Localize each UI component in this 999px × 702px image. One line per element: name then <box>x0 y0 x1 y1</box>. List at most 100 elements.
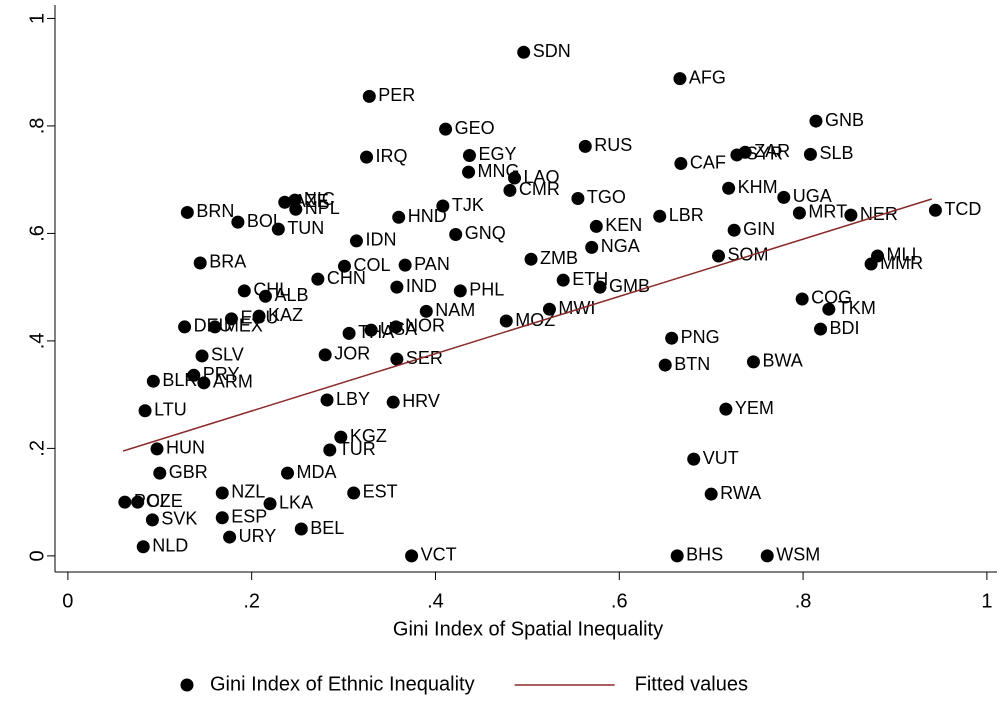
point-label: CZE <box>147 491 183 511</box>
point-label: ZAR <box>754 141 790 161</box>
point-label: GBR <box>169 462 208 482</box>
point-label: PAN <box>414 254 450 274</box>
point <box>215 511 229 525</box>
point <box>436 199 450 213</box>
legend-label: Gini Index of Ethnic Inequality <box>210 673 475 695</box>
point-label: HND <box>408 206 447 226</box>
point-label: NER <box>860 204 898 224</box>
point-label: BRN <box>196 201 234 221</box>
point <box>809 114 823 128</box>
point <box>195 349 209 363</box>
x-axis-title: Gini Index of Spatial Inequality <box>393 618 663 640</box>
point-label: JOR <box>334 344 370 364</box>
x-tick-label: 0 <box>62 590 73 612</box>
point <box>449 227 463 241</box>
point-label: GIN <box>743 219 775 239</box>
point <box>499 314 513 328</box>
point <box>503 183 517 197</box>
point <box>178 320 192 334</box>
point-label: LKA <box>279 492 313 512</box>
fitted-line <box>122 198 932 452</box>
point <box>439 122 453 136</box>
point-label: IRQ <box>376 146 408 166</box>
point <box>347 486 361 500</box>
point-label: BWA <box>762 351 802 371</box>
point <box>281 466 295 480</box>
point-label: TUN <box>287 218 324 238</box>
point-label: PER <box>378 85 415 105</box>
point-label: GNQ <box>465 223 506 243</box>
point-label: ESP <box>231 506 267 526</box>
point <box>334 430 348 444</box>
y-tick-label: .8 <box>26 118 48 135</box>
point <box>524 252 538 266</box>
point <box>215 486 229 500</box>
point <box>589 219 603 233</box>
point <box>658 358 672 372</box>
point <box>795 292 809 306</box>
y-tick-label: .6 <box>26 225 48 242</box>
point <box>653 209 667 223</box>
point-label: IND <box>406 276 437 296</box>
point-label: NGA <box>601 236 640 256</box>
point <box>508 171 522 185</box>
point <box>822 302 836 316</box>
point <box>585 240 599 254</box>
point-label: MLI <box>887 245 917 265</box>
point <box>271 222 285 236</box>
point-label: VCT <box>421 545 457 565</box>
point <box>263 497 277 511</box>
point-label: NZL <box>231 482 265 502</box>
point <box>389 320 403 334</box>
point <box>337 259 351 273</box>
point-label: YEM <box>735 398 774 418</box>
point <box>150 442 164 456</box>
point-label: PNG <box>681 327 720 347</box>
point-label: PHL <box>469 280 504 300</box>
point-label: USA <box>380 319 417 339</box>
point <box>362 89 376 103</box>
point <box>578 139 592 153</box>
point <box>746 355 760 369</box>
point <box>294 522 308 536</box>
point-label: KGZ <box>350 426 387 446</box>
point-label: EGY <box>478 144 516 164</box>
point <box>318 348 332 362</box>
point <box>571 191 585 205</box>
point <box>392 210 406 224</box>
point <box>146 374 160 388</box>
point <box>593 280 607 294</box>
point-label: CHN <box>327 268 366 288</box>
legend-label: Fitted values <box>635 673 748 695</box>
point <box>136 540 150 554</box>
point <box>814 322 828 336</box>
point-label: ARM <box>213 372 253 392</box>
point <box>323 443 337 457</box>
point-label: RWA <box>720 483 761 503</box>
y-tick-label: .2 <box>26 440 48 457</box>
point <box>180 205 194 219</box>
x-tick-label: .4 <box>427 590 444 612</box>
point <box>223 530 237 544</box>
point-label: TKM <box>838 298 876 318</box>
point-label: IDN <box>365 230 396 250</box>
point <box>398 258 412 272</box>
point-label: SDN <box>533 41 571 61</box>
point <box>364 323 378 337</box>
point-label: KHM <box>738 177 778 197</box>
point <box>349 234 363 248</box>
point-label: RUS <box>594 135 632 155</box>
point <box>844 208 858 222</box>
point <box>258 289 272 303</box>
point-label: BDI <box>830 318 860 338</box>
point-label: TJK <box>452 195 484 215</box>
point <box>462 148 476 162</box>
point-label: VUT <box>703 448 739 468</box>
point-label: BEL <box>310 518 344 538</box>
point-label: URY <box>239 526 277 546</box>
point-label: ALB <box>274 285 308 305</box>
point <box>462 165 476 179</box>
point-label: MRT <box>808 202 847 222</box>
point-label: EST <box>363 482 398 502</box>
point-label: LAO <box>524 167 560 187</box>
